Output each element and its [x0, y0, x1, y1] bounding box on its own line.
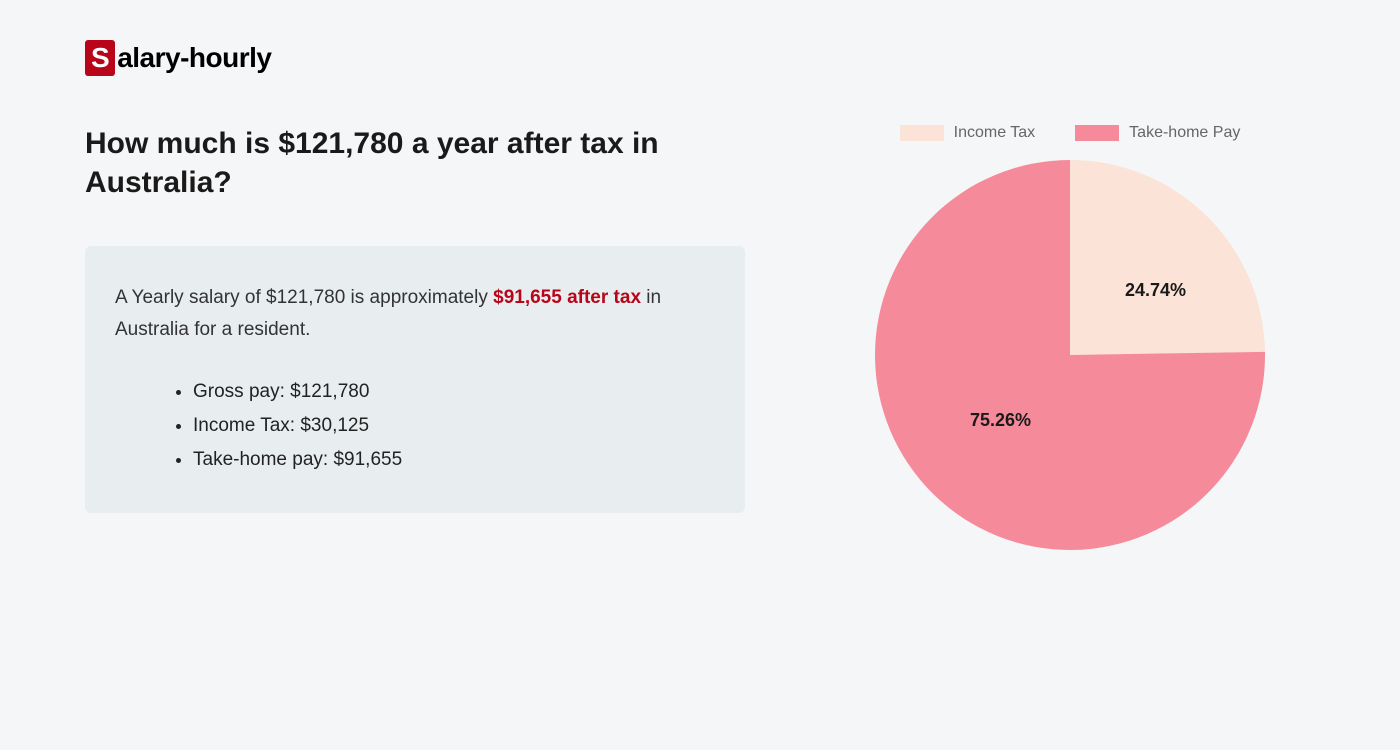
legend-label: Income Tax	[954, 124, 1036, 142]
page-heading: How much is $121,780 a year after tax in…	[85, 124, 745, 202]
chart-legend: Income Tax Take-home Pay	[825, 124, 1315, 142]
summary-prefix: A Yearly salary of $121,780 is approxima…	[115, 287, 493, 308]
logo-initial: S	[85, 40, 115, 76]
bullet-item: Take-home pay: $91,655	[193, 443, 715, 477]
slice-label: 75.26%	[970, 410, 1031, 431]
summary-box: A Yearly salary of $121,780 is approxima…	[85, 246, 745, 513]
summary-highlight: $91,655 after tax	[493, 287, 641, 308]
legend-swatch	[900, 125, 944, 141]
slice-label: 24.74%	[1125, 280, 1186, 301]
bullet-item: Income Tax: $30,125	[193, 409, 715, 443]
site-logo: Salary-hourly	[85, 40, 1315, 76]
bullet-item: Gross pay: $121,780	[193, 375, 715, 409]
legend-item: Income Tax	[900, 124, 1036, 142]
logo-rest: alary-hourly	[117, 42, 271, 74]
pie-chart: 24.74% 75.26%	[875, 160, 1265, 550]
text-panel: How much is $121,780 a year after tax in…	[85, 124, 745, 550]
pie-svg	[875, 160, 1265, 550]
legend-item: Take-home Pay	[1075, 124, 1240, 142]
summary-bullets: Gross pay: $121,780 Income Tax: $30,125 …	[115, 375, 715, 478]
summary-text: A Yearly salary of $121,780 is approxima…	[115, 282, 715, 347]
chart-panel: Income Tax Take-home Pay 24.74% 75.26%	[825, 124, 1315, 550]
legend-label: Take-home Pay	[1129, 124, 1240, 142]
legend-swatch	[1075, 125, 1119, 141]
